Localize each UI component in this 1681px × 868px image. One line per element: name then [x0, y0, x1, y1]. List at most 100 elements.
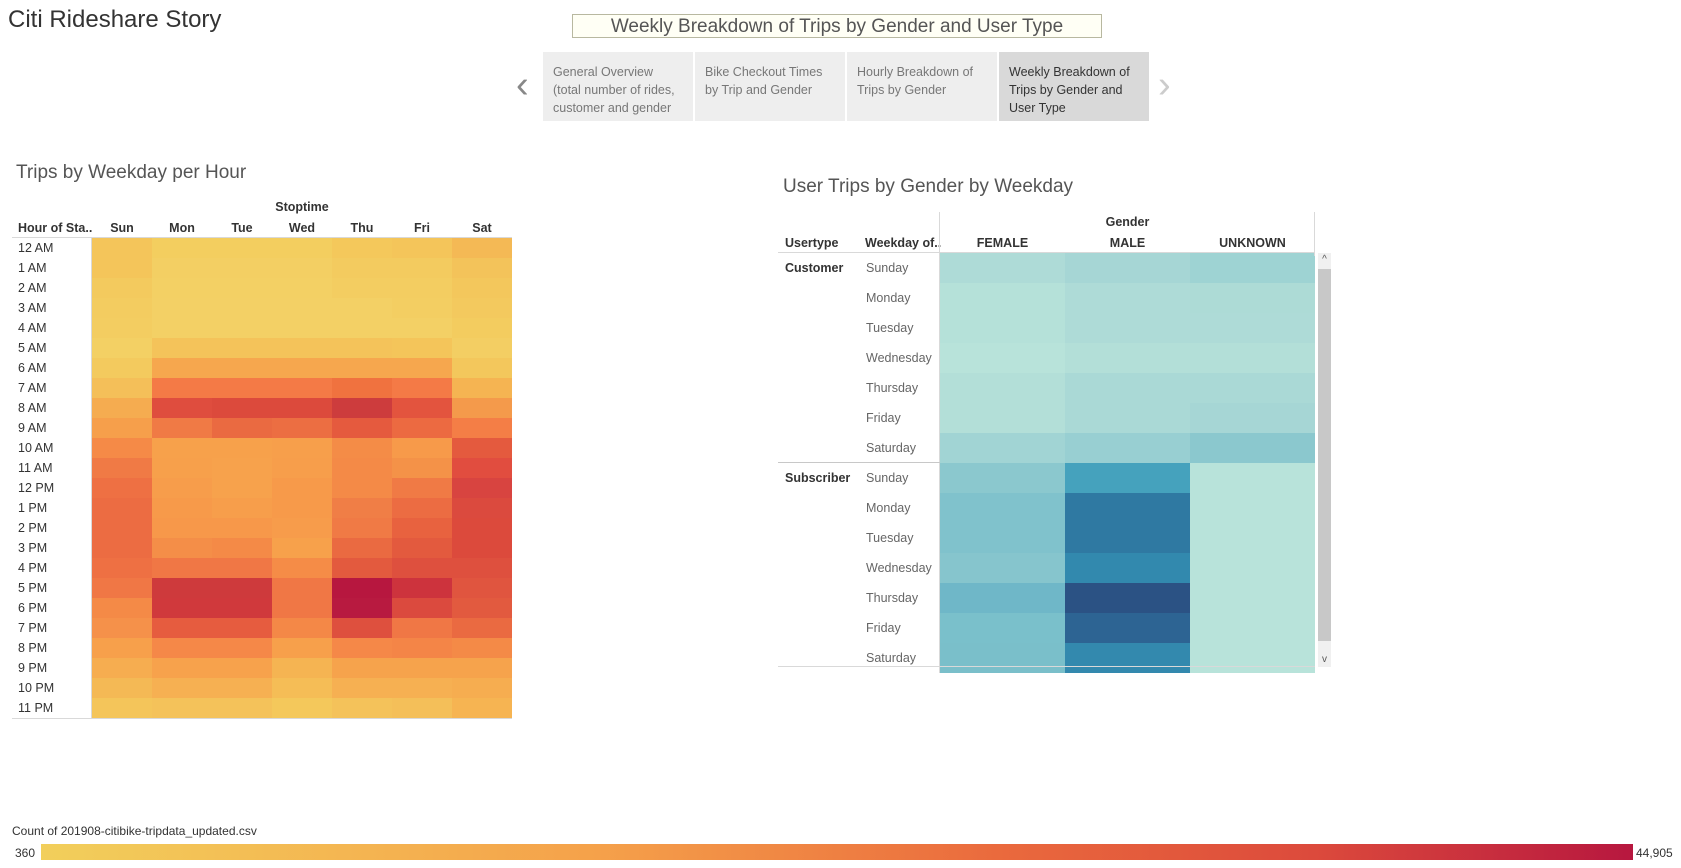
heatmap-cell[interactable]: [1190, 613, 1315, 643]
heatmap-cell[interactable]: [152, 558, 212, 578]
scroll-thumb[interactable]: [1318, 269, 1331, 641]
heatmap-cell[interactable]: [212, 298, 272, 318]
heatmap-cell[interactable]: [332, 238, 392, 258]
heatmap-cell[interactable]: [392, 438, 452, 458]
heatmap-cell[interactable]: [392, 418, 452, 438]
heatmap-cell[interactable]: [1065, 493, 1190, 523]
heatmap-cell[interactable]: [212, 618, 272, 638]
heatmap-cell[interactable]: [1190, 523, 1315, 553]
heatmap-cell[interactable]: [392, 258, 452, 278]
heatmap-cell[interactable]: [212, 418, 272, 438]
heatmap-cell[interactable]: [332, 378, 392, 398]
heatmap-cell[interactable]: [152, 678, 212, 698]
heatmap-cell[interactable]: [940, 283, 1065, 313]
heatmap-cell[interactable]: [940, 343, 1065, 373]
heatmap-cell[interactable]: [392, 398, 452, 418]
heatmap-cell[interactable]: [152, 398, 212, 418]
heatmap-cell[interactable]: [1065, 583, 1190, 613]
heatmap-cell[interactable]: [92, 658, 152, 678]
heatmap-cell[interactable]: [272, 258, 332, 278]
heatmap-cell[interactable]: [452, 318, 512, 338]
previous-story-point-icon[interactable]: ‹: [516, 64, 529, 106]
heatmap-cell[interactable]: [212, 358, 272, 378]
heatmap-cell[interactable]: [1190, 403, 1315, 433]
heatmap-cell[interactable]: [212, 378, 272, 398]
heatmap-cell[interactable]: [152, 278, 212, 298]
heatmap-cell[interactable]: [92, 398, 152, 418]
heatmap-cell[interactable]: [452, 598, 512, 618]
heatmap-cell[interactable]: [392, 278, 452, 298]
heatmap-cell[interactable]: [1065, 343, 1190, 373]
heatmap-cell[interactable]: [452, 238, 512, 258]
heatmap-cell[interactable]: [392, 498, 452, 518]
heatmap-cell[interactable]: [392, 638, 452, 658]
heatmap-cell[interactable]: [1190, 373, 1315, 403]
heatmap-cell[interactable]: [272, 378, 332, 398]
heatmap-cell[interactable]: [332, 598, 392, 618]
heatmap-cell[interactable]: [92, 618, 152, 638]
heatmap-cell[interactable]: [212, 278, 272, 298]
heatmap-cell[interactable]: [332, 398, 392, 418]
heatmap-cell[interactable]: [272, 478, 332, 498]
story-point-general-overview[interactable]: General Overview (total number of rides,…: [543, 52, 693, 121]
heatmap-cell[interactable]: [212, 258, 272, 278]
heatmap-cell[interactable]: [332, 638, 392, 658]
heatmap-cell[interactable]: [1190, 253, 1315, 283]
heatmap-cell[interactable]: [1065, 283, 1190, 313]
heatmap-cell[interactable]: [92, 378, 152, 398]
heatmap-cell[interactable]: [272, 458, 332, 478]
heatmap-cell[interactable]: [92, 578, 152, 598]
heatmap-cell[interactable]: [92, 258, 152, 278]
heatmap-cell[interactable]: [452, 538, 512, 558]
heatmap-cell[interactable]: [452, 258, 512, 278]
scroll-down-icon[interactable]: v: [1322, 654, 1327, 665]
heatmap-cell[interactable]: [940, 403, 1065, 433]
heatmap-cell[interactable]: [452, 638, 512, 658]
heatmap-cell[interactable]: [332, 478, 392, 498]
heatmap-cell[interactable]: [92, 278, 152, 298]
heatmap-cell[interactable]: [212, 478, 272, 498]
heatmap-cell[interactable]: [392, 658, 452, 678]
heatmap-cell[interactable]: [1190, 583, 1315, 613]
heatmap-cell[interactable]: [272, 298, 332, 318]
heatmap-cell[interactable]: [92, 318, 152, 338]
heatmap-cell[interactable]: [272, 358, 332, 378]
heatmap-cell[interactable]: [92, 598, 152, 618]
heatmap-cell[interactable]: [332, 418, 392, 438]
heatmap-cell[interactable]: [212, 678, 272, 698]
heatmap-cell[interactable]: [272, 598, 332, 618]
heatmap-cell[interactable]: [332, 258, 392, 278]
heatmap-cell[interactable]: [152, 438, 212, 458]
heatmap-cell[interactable]: [940, 523, 1065, 553]
heatmap-cell[interactable]: [92, 638, 152, 658]
heatmap-cell[interactable]: [1065, 253, 1190, 283]
heatmap-cell[interactable]: [92, 538, 152, 558]
heatmap-cell[interactable]: [1190, 433, 1315, 463]
heatmap-cell[interactable]: [272, 438, 332, 458]
heatmap-cell[interactable]: [1065, 613, 1190, 643]
heatmap-cell[interactable]: [392, 378, 452, 398]
heatmap-cell[interactable]: [392, 518, 452, 538]
heatmap-cell[interactable]: [392, 458, 452, 478]
scroll-up-icon[interactable]: ^: [1322, 254, 1327, 265]
heatmap-cell[interactable]: [152, 318, 212, 338]
heatmap-cell[interactable]: [92, 678, 152, 698]
heatmap-cell[interactable]: [392, 238, 452, 258]
heatmap-cell[interactable]: [272, 398, 332, 418]
heatmap-cell[interactable]: [1065, 463, 1190, 493]
heatmap-cell[interactable]: [452, 518, 512, 538]
heatmap-cell[interactable]: [272, 238, 332, 258]
heatmap-cell[interactable]: [152, 598, 212, 618]
next-story-point-icon[interactable]: ›: [1158, 64, 1171, 106]
heatmap-cell[interactable]: [452, 398, 512, 418]
heatmap-cell[interactable]: [92, 338, 152, 358]
heatmap-cell[interactable]: [452, 358, 512, 378]
heatmap-cell[interactable]: [452, 618, 512, 638]
heatmap-cell[interactable]: [152, 638, 212, 658]
heatmap-cell[interactable]: [272, 538, 332, 558]
heatmap-cell[interactable]: [1190, 343, 1315, 373]
heatmap-cell[interactable]: [332, 298, 392, 318]
heatmap-cell[interactable]: [272, 578, 332, 598]
heatmap-cell[interactable]: [212, 658, 272, 678]
heatmap-cell[interactable]: [212, 338, 272, 358]
